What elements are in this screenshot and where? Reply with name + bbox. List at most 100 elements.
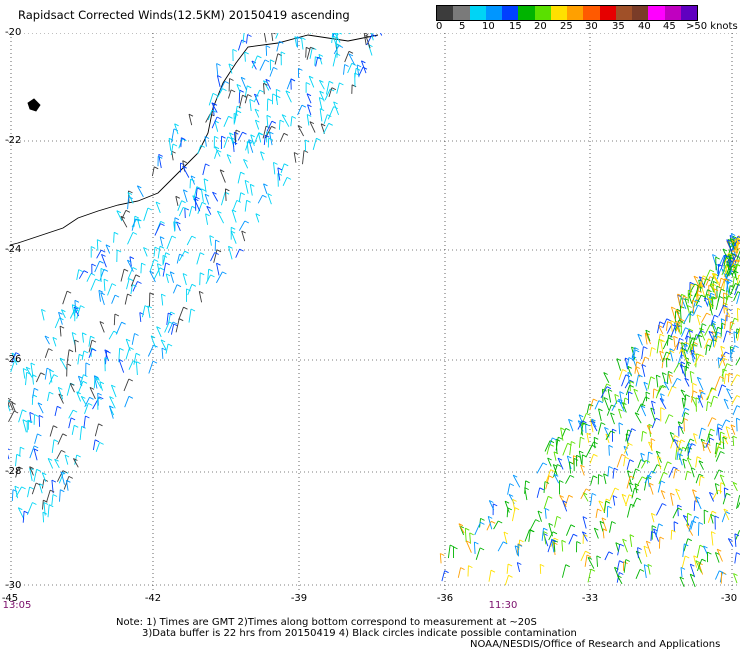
wind-barb: [561, 564, 567, 578]
wind-barb-tick: [196, 186, 202, 190]
wind-barb: [714, 483, 719, 495]
wind-barb-tick: [553, 451, 559, 455]
wind-barb-tick: [60, 489, 65, 493]
wind-barb-tick: [611, 521, 616, 524]
wind-barb-tick: [539, 563, 545, 567]
wind-barb: [672, 507, 679, 519]
wind-barb-tick: [216, 63, 221, 66]
wind-barb: [636, 403, 642, 413]
wind-barb: [504, 501, 510, 513]
wind-barb: [43, 502, 46, 516]
wind-barb: [580, 413, 587, 426]
wind-barb-tick: [203, 178, 209, 182]
wind-barb: [29, 467, 33, 481]
wind-barb-tick: [726, 388, 731, 392]
wind-barb-tick: [695, 299, 701, 303]
wind-barb-tick: [114, 313, 120, 317]
wind-barb: [680, 321, 682, 334]
wind-barb-tick: [643, 381, 649, 385]
wind-barb: [101, 254, 107, 268]
wind-barb-tick: [297, 125, 303, 129]
wind-barb: [141, 305, 146, 318]
wind-barb-tick: [59, 357, 65, 361]
wind-barb-tick: [199, 290, 204, 294]
wind-barb: [69, 383, 75, 393]
wind-barb-tick: [610, 430, 616, 434]
wind-barb: [164, 321, 170, 333]
scale-swatch: [453, 6, 470, 20]
wind-barb: [670, 320, 673, 332]
wind-barb: [512, 474, 521, 488]
wind-barb-tick: [328, 80, 334, 84]
wind-barb-tick: [480, 521, 485, 525]
wind-barb: [294, 36, 298, 47]
wind-barb-tick: [686, 361, 692, 365]
wind-barb-tick: [717, 326, 722, 330]
wind-barb: [474, 522, 481, 536]
wind-barb-tick: [694, 515, 700, 519]
wind-barb: [109, 405, 114, 419]
wind-barb-tick: [568, 461, 574, 465]
wind-barb: [634, 483, 638, 494]
wind-barb: [646, 425, 652, 435]
wind-barb-tick: [569, 474, 575, 478]
wind-barb-tick: [155, 201, 161, 205]
wind-barb-tick: [174, 123, 179, 127]
wind-barb-tick: [725, 419, 731, 423]
wind-barb: [237, 172, 242, 184]
wind-barb: [290, 116, 293, 127]
wind-barb-tick: [627, 365, 632, 369]
wind-barb: [616, 358, 622, 371]
wind-barb-tick: [613, 467, 619, 471]
wind-barb-tick: [684, 341, 690, 345]
wind-barb-tick: [153, 259, 159, 262]
wind-barb: [282, 177, 288, 186]
wind-barb: [447, 544, 451, 559]
wind-barb-tick: [696, 456, 702, 460]
wind-barb-tick: [720, 288, 726, 292]
wind-barb: [83, 415, 86, 428]
wind-barb: [175, 196, 179, 207]
wind-barb: [597, 422, 602, 435]
wind-barb: [14, 486, 19, 499]
wind-barb: [503, 531, 508, 544]
wind-barb: [656, 321, 661, 334]
wind-barb-tick: [127, 192, 133, 195]
wind-barb-tick: [348, 53, 354, 57]
wind-barb-tick: [701, 323, 707, 327]
wind-barb: [278, 120, 281, 130]
wind-barb-tick: [109, 396, 114, 400]
wind-barb-tick: [640, 452, 645, 456]
wind-barb: [323, 114, 328, 124]
wind-barb-tick: [211, 102, 217, 106]
wind-barb: [379, 33, 383, 36]
wind-barb-tick: [183, 306, 188, 310]
wind-barb-tick: [675, 309, 680, 313]
wind-barb: [726, 239, 732, 252]
wind-barb: [728, 285, 731, 298]
wind-barb: [612, 468, 615, 479]
wind-barb: [475, 547, 481, 560]
wind-barb: [730, 239, 738, 252]
wind-barb-tick: [719, 376, 725, 379]
wind-barb: [698, 475, 701, 486]
wind-barb: [616, 560, 620, 573]
wind-barb-tick: [161, 293, 166, 297]
wind-barb: [699, 327, 706, 341]
wind-barb: [182, 165, 190, 178]
wind-barb-tick: [269, 131, 274, 135]
wind-barb: [722, 279, 726, 291]
wind-barb-tick: [711, 272, 717, 276]
wind-barb-tick: [215, 239, 220, 243]
wind-barb-tick: [474, 541, 479, 545]
wind-barb: [645, 329, 651, 342]
wind-barb-tick: [137, 185, 142, 189]
wind-barb-tick: [553, 473, 559, 477]
wind-barb: [274, 53, 279, 65]
wind-barb-tick: [512, 474, 518, 478]
wind-barb: [202, 163, 206, 176]
wind-barb-tick: [554, 537, 559, 541]
wind-barb: [736, 328, 740, 341]
wind-barb-tick: [580, 464, 585, 468]
wind-barb: [697, 522, 700, 536]
